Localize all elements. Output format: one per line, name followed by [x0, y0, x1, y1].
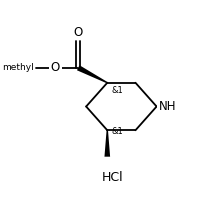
Polygon shape	[104, 130, 110, 157]
Text: &1: &1	[112, 86, 123, 95]
Text: NH: NH	[159, 100, 177, 113]
Polygon shape	[77, 65, 108, 83]
Text: methyl: methyl	[2, 63, 34, 72]
Text: O: O	[51, 61, 60, 74]
Text: &1: &1	[112, 127, 123, 136]
Text: HCl: HCl	[102, 171, 123, 184]
Text: O: O	[74, 26, 83, 39]
